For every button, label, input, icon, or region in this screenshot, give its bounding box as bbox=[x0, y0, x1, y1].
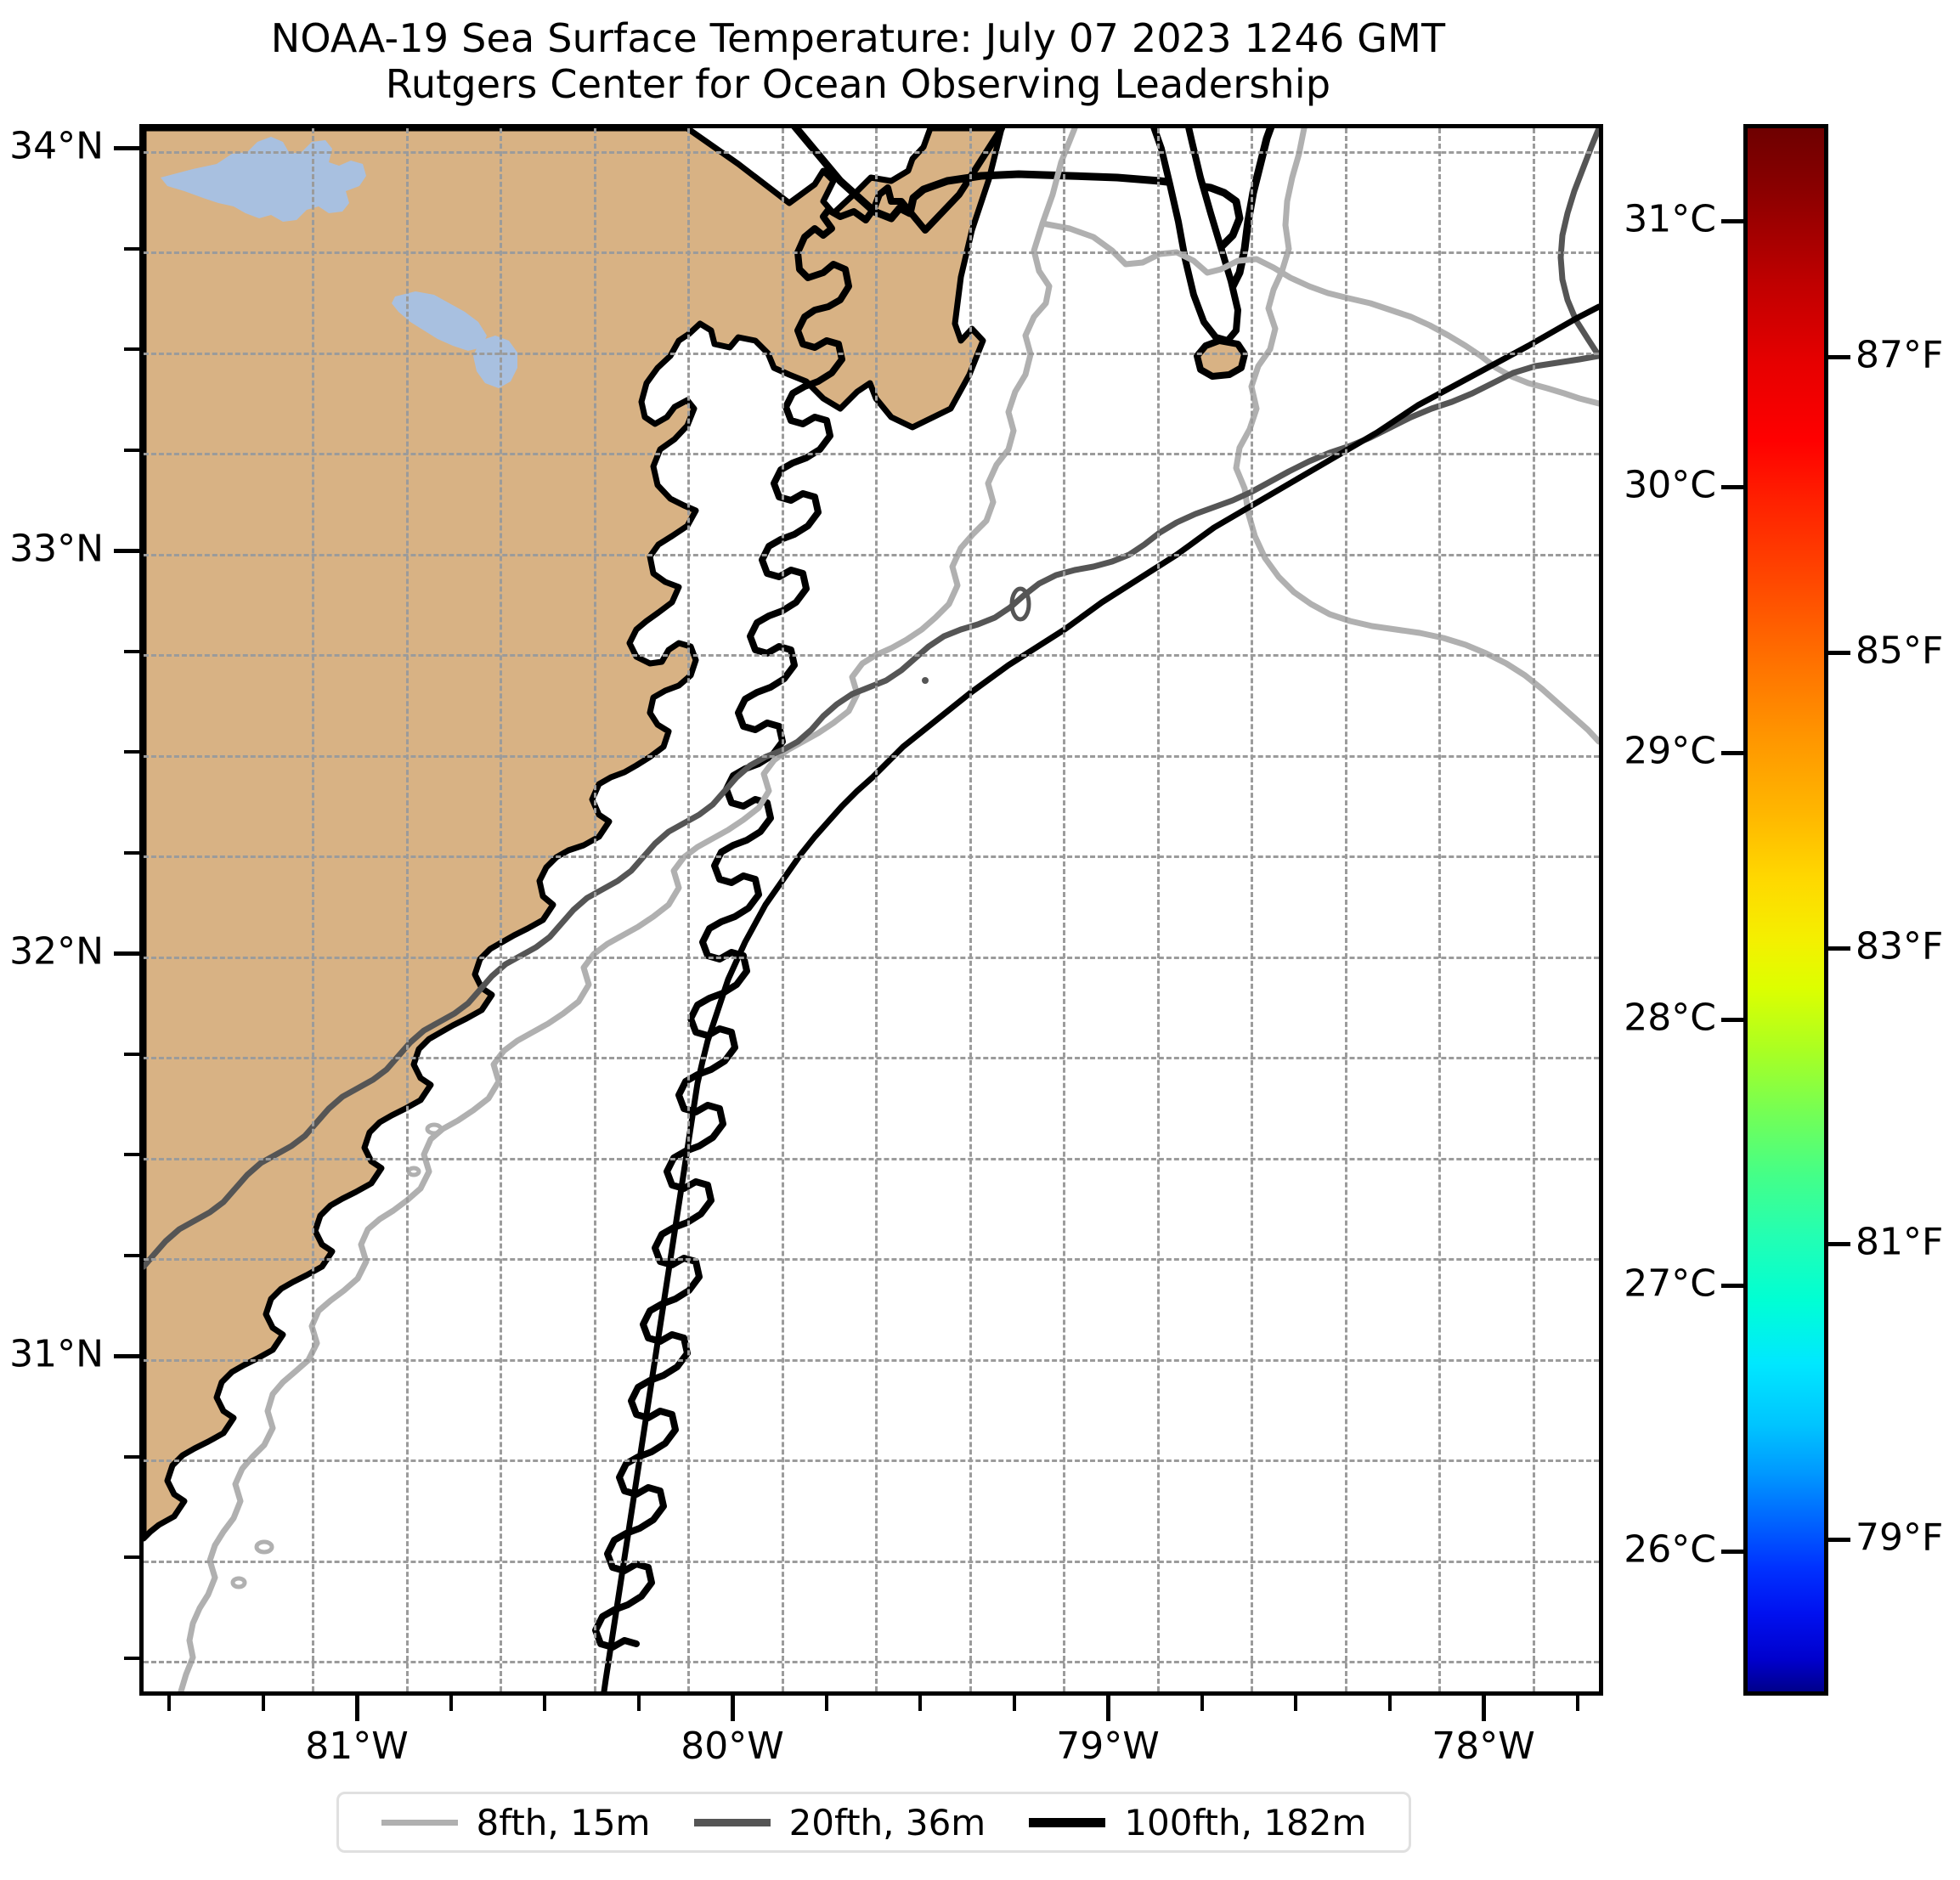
colorbar-label-c-30: 30°C bbox=[1624, 463, 1716, 507]
coastline bbox=[592, 128, 1005, 1651]
map-plot-area[interactable] bbox=[139, 124, 1603, 1696]
isobath-100fth-182m bbox=[601, 303, 1599, 1691]
ytick-minor bbox=[124, 1657, 139, 1660]
chart-title: NOAA-19 Sea Surface Temperature: July 07… bbox=[0, 15, 1716, 108]
xtick-label-78w: 78°W bbox=[1432, 1725, 1535, 1768]
ytick-minor bbox=[124, 1254, 139, 1257]
isobath-8fth-islet-4 bbox=[230, 1576, 247, 1589]
isobath-8fth-islet-3 bbox=[254, 1539, 274, 1555]
colorbar-tick-f-87 bbox=[1828, 355, 1850, 359]
legend-line-100fth bbox=[1029, 1817, 1106, 1827]
map-canvas bbox=[144, 128, 1599, 1691]
legend-entry-20fth[interactable]: 20fth, 36m bbox=[693, 1801, 986, 1843]
title-line-2: Rutgers Center for Ocean Observing Leade… bbox=[385, 61, 1331, 108]
xtick-label-81w: 81°W bbox=[305, 1725, 409, 1768]
colorbar-gradient[interactable] bbox=[1743, 124, 1828, 1696]
xtick-minor bbox=[1200, 1696, 1204, 1711]
ytick-minor bbox=[124, 1555, 139, 1559]
ytick-major bbox=[114, 1354, 139, 1358]
lake-central-south bbox=[473, 336, 517, 388]
colorbar-label-c-29: 29°C bbox=[1624, 729, 1716, 773]
isobath-8fth-branch-north bbox=[1233, 128, 1599, 745]
bay-inlet-south bbox=[1194, 337, 1248, 380]
colorbar-tick-c-26 bbox=[1721, 1550, 1743, 1554]
colorbar-tick-c-28 bbox=[1721, 1018, 1743, 1022]
colorbar-label-f-87: 87°F bbox=[1856, 333, 1944, 377]
xtick-major bbox=[731, 1696, 735, 1721]
xtick-minor bbox=[825, 1696, 828, 1711]
legend-label-100fth: 100fth, 182m bbox=[1124, 1801, 1367, 1843]
isobath-8fth-islet-2 bbox=[406, 1166, 421, 1177]
ytick-major bbox=[114, 146, 139, 150]
colorbar-label-c-28: 28°C bbox=[1624, 996, 1716, 1040]
ytick-label-31n: 31°N bbox=[9, 1332, 104, 1376]
ytick-minor bbox=[124, 247, 139, 251]
isobath-8fth-15m bbox=[178, 128, 1078, 1691]
legend-entry-100fth[interactable]: 100fth, 182m bbox=[1029, 1802, 1366, 1843]
colorbar-container[interactable]: 31°C 30°C 29°C 28°C 27°C 26°C 87°F 85°F … bbox=[1624, 124, 1943, 1696]
ytick-minor bbox=[124, 449, 139, 452]
ytick-minor bbox=[124, 1455, 139, 1459]
colorbar-tick-f-83 bbox=[1828, 946, 1850, 951]
xtick-major bbox=[355, 1696, 359, 1721]
xtick-minor bbox=[637, 1696, 641, 1711]
legend-label-8fth: 8fth, 15m bbox=[476, 1801, 651, 1843]
ytick-minor bbox=[124, 347, 139, 351]
colorbar-label-c-26: 26°C bbox=[1624, 1527, 1716, 1572]
isobath-20fth-ne bbox=[1557, 128, 1599, 359]
xtick-minor bbox=[167, 1696, 171, 1711]
ytick-minor bbox=[124, 1153, 139, 1156]
isobath-20fth-islet bbox=[1009, 586, 1031, 622]
isobath-8fth-islet-1 bbox=[425, 1122, 443, 1136]
ytick-minor bbox=[124, 851, 139, 855]
ytick-label-34n: 34°N bbox=[9, 124, 104, 168]
xtick-label-80w: 80°W bbox=[681, 1725, 784, 1768]
colorbar-tick-c-30 bbox=[1721, 485, 1743, 489]
xtick-minor bbox=[1576, 1696, 1579, 1711]
ytick-label-32n: 32°N bbox=[9, 929, 104, 974]
legend-entry-8fth[interactable]: 8fth, 15m bbox=[381, 1801, 651, 1843]
xtick-label-79w: 79°W bbox=[1056, 1725, 1160, 1768]
colorbar-label-f-81: 81°F bbox=[1856, 1220, 1944, 1264]
colorbar-tick-f-81 bbox=[1828, 1242, 1850, 1246]
bay-inlet-north bbox=[1150, 128, 1241, 344]
xtick-minor bbox=[262, 1696, 265, 1711]
bathymetry-legend[interactable]: 8fth, 15m 20fth, 36m 100fth, 182m bbox=[336, 1792, 1411, 1853]
xtick-major bbox=[1106, 1696, 1110, 1721]
colorbar-label-c-27: 27°C bbox=[1624, 1262, 1716, 1306]
colorbar-label-f-83: 83°F bbox=[1856, 924, 1944, 968]
xtick-minor bbox=[1013, 1696, 1016, 1711]
xtick-minor bbox=[1294, 1696, 1297, 1711]
xtick-minor bbox=[918, 1696, 922, 1711]
xtick-major bbox=[1482, 1696, 1486, 1721]
lake-central bbox=[392, 291, 487, 351]
ytick-minor bbox=[124, 650, 139, 653]
colorbar-tick-f-85 bbox=[1828, 651, 1850, 655]
isobath-20fth-dot bbox=[922, 677, 929, 684]
ytick-minor bbox=[124, 750, 139, 754]
legend-label-20fth: 20fth, 36m bbox=[788, 1801, 986, 1843]
xtick-minor bbox=[449, 1696, 453, 1711]
xtick-minor bbox=[543, 1696, 546, 1711]
ytick-major bbox=[114, 951, 139, 956]
xtick-minor bbox=[1388, 1696, 1392, 1711]
legend-line-8fth bbox=[381, 1819, 458, 1826]
ytick-minor bbox=[124, 1053, 139, 1056]
colorbar-tick-c-27 bbox=[1721, 1284, 1743, 1288]
colorbar-label-f-79: 79°F bbox=[1856, 1516, 1944, 1560]
colorbar-tick-c-29 bbox=[1721, 751, 1743, 755]
isobath-20fth-36m bbox=[144, 353, 1599, 1270]
colorbar-label-c-31: 31°C bbox=[1624, 197, 1716, 241]
colorbar-tick-f-79 bbox=[1828, 1538, 1850, 1542]
ytick-major bbox=[114, 549, 139, 553]
lake-north-west bbox=[161, 137, 366, 222]
colorbar-tick-c-31 bbox=[1721, 219, 1743, 223]
legend-line-20fth bbox=[693, 1818, 771, 1826]
colorbar-label-f-85: 85°F bbox=[1856, 629, 1944, 673]
title-line-1: NOAA-19 Sea Surface Temperature: July 07… bbox=[270, 15, 1446, 61]
ytick-label-33n: 33°N bbox=[9, 527, 104, 571]
